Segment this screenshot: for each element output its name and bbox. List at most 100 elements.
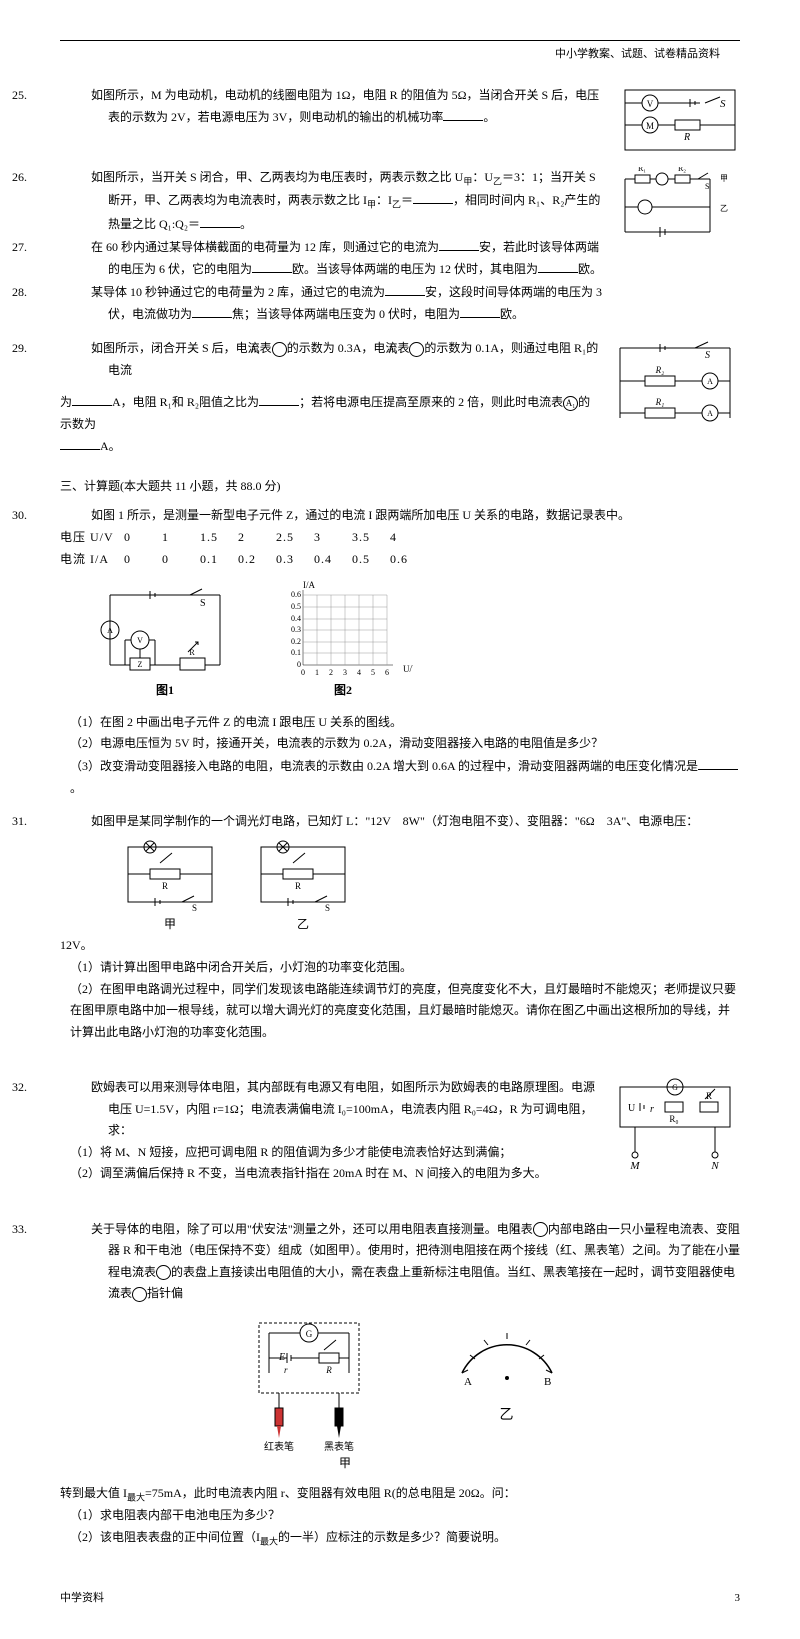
svg-text:U: U xyxy=(628,1103,636,1114)
q33-num: 33. xyxy=(60,1219,88,1241)
q27-blank3 xyxy=(538,258,578,273)
ammeter-a1-icon: A₁ xyxy=(272,342,287,357)
footer-left: 中学资料 xyxy=(60,1589,104,1609)
question-29: S R₂ A R₁ A 29. 如图所示，闭合开关 S 后，电流表A₁的示数为 … xyxy=(60,338,740,458)
svg-text:V: V xyxy=(647,99,654,109)
q30-figure-2: I/A U/V 00.10.20.30.40.50.6 0123456 图2 xyxy=(273,580,413,702)
q27-blank2 xyxy=(252,258,292,273)
svg-text:R: R xyxy=(325,1365,332,1375)
svg-text:0.1: 0.1 xyxy=(291,648,301,657)
q31-p2: （2）在图甲电路调光过程中，同学们发现该电路能连续调节灯的亮度，但亮度变化不大，… xyxy=(70,979,740,1044)
galvanometer-icon: G xyxy=(533,1222,548,1237)
svg-text:U/V: U/V xyxy=(403,664,413,674)
svg-text:R: R xyxy=(295,881,301,891)
svg-text:0.2: 0.2 xyxy=(291,637,301,646)
svg-text:5: 5 xyxy=(371,668,375,677)
q29-blank3 xyxy=(60,435,100,450)
svg-text:S: S xyxy=(200,598,206,609)
svg-text:0: 0 xyxy=(301,668,305,677)
galvanometer-icon-3: G xyxy=(132,1287,147,1302)
svg-text:N: N xyxy=(710,1160,719,1172)
q29-num: 29. xyxy=(60,338,88,360)
svg-text:S: S xyxy=(192,903,197,913)
svg-text:甲: 甲 xyxy=(720,174,728,183)
svg-text:0.4: 0.4 xyxy=(291,614,301,623)
q31-figure-a: R S 甲 xyxy=(120,839,220,936)
svg-text:R₁: R₁ xyxy=(655,397,665,407)
svg-text:2: 2 xyxy=(329,668,333,677)
q25-figure: V S M R xyxy=(620,85,740,155)
svg-text:A: A xyxy=(464,1376,472,1388)
svg-text:A: A xyxy=(107,626,113,635)
q32-figure: G U r R₀ R MN xyxy=(610,1077,740,1172)
question-31: 31. 如图甲是某同学制作的一个调光灯电路，已知灯 L："12V 8W"（灯泡电… xyxy=(60,811,740,1043)
q25-blank xyxy=(443,106,483,121)
footer-right: 3 xyxy=(735,1589,741,1609)
page-footer: 中学资料 3 xyxy=(60,1589,740,1609)
svg-text:6: 6 xyxy=(385,668,389,677)
svg-text:0.3: 0.3 xyxy=(291,625,301,634)
question-30: 30. 如图 1 所示，是测量一新型电子元件 Z，通过的电流 I 跟两端所加电压… xyxy=(60,505,740,799)
q26-num: 26. xyxy=(60,167,88,189)
svg-text:S: S xyxy=(705,350,710,361)
section-3-title: 三、计算题(本大题共 11 小题，共 88.0 分) xyxy=(60,476,740,498)
q31-num: 31. xyxy=(60,811,88,833)
svg-text:R: R xyxy=(683,132,690,143)
svg-text:V: V xyxy=(137,636,143,645)
q30-p3: （3）改变滑动变阻器接入电路的电阻，电流表的示数由 0.2A 增大到 0.6A … xyxy=(70,755,740,799)
galvanometer-icon-2: G xyxy=(156,1265,171,1280)
svg-text:S: S xyxy=(720,98,726,110)
svg-text:M: M xyxy=(646,121,654,131)
ammeter-a1b-icon: A₁ xyxy=(563,396,578,411)
q29-blank1 xyxy=(72,391,112,406)
svg-text:r: r xyxy=(284,1365,288,1375)
svg-text:3: 3 xyxy=(343,668,347,677)
svg-text:1: 1 xyxy=(315,668,319,677)
q32-num: 32. xyxy=(60,1077,88,1099)
q27-blank1 xyxy=(439,236,479,251)
q26-blank1 xyxy=(413,189,453,204)
svg-text:M: M xyxy=(629,1160,640,1172)
svg-text:B: B xyxy=(544,1376,551,1388)
svg-text:G: G xyxy=(672,1083,678,1092)
q28-num: 28. xyxy=(60,282,88,304)
q33-figure-b: AB 乙 xyxy=(442,1313,572,1428)
svg-text:R₂: R₂ xyxy=(678,167,686,173)
svg-text:A: A xyxy=(707,377,713,386)
q30-p1: （1）在图 2 中画出电子元件 Z 的电流 I 跟电压 U 关系的图线。 xyxy=(70,712,740,734)
svg-text:r: r xyxy=(650,1104,654,1115)
q33-p2: （2）该电阻表表盘的正中间位置（I最大的一半）应标注的示数是多少？简要说明。 xyxy=(70,1527,740,1550)
svg-text:G: G xyxy=(305,1329,312,1339)
q30-num: 30. xyxy=(60,505,88,527)
svg-text:R₂: R₂ xyxy=(655,365,665,375)
q28-blank1 xyxy=(385,281,425,296)
q25-num: 25. xyxy=(60,85,88,107)
svg-text:黑表笔: 黑表笔 xyxy=(324,1440,354,1453)
q30-p2: （2）电源电压恒为 5V 时，接通开关，电流表的示数为 0.2A，滑动变阻器接入… xyxy=(70,733,740,755)
svg-text:A: A xyxy=(707,409,713,418)
q31-p1: （1）请计算出图甲电路中闭合开关后，小灯泡的功率变化范围。 xyxy=(70,957,740,979)
q30-row2: 电流 I/A 000.10.20.30.40.50.6 xyxy=(60,549,740,571)
svg-text:R₁: R₁ xyxy=(638,167,646,173)
q28-blank3 xyxy=(460,303,500,318)
q26-blank2 xyxy=(200,213,240,228)
question-26-28: R₁ R₂ 甲 S 乙 26. 如图所示，当开关 S 闭合，甲、乙两表均为电压表… xyxy=(60,167,740,326)
q25-text: 如图所示，M 为电动机，电动机的线圈电阻为 1Ω，电阻 R 的阻值为 5Ω，当闭… xyxy=(91,88,599,125)
ammeter-a2-icon: A₂ xyxy=(409,342,424,357)
svg-text:0.5: 0.5 xyxy=(291,602,301,611)
svg-text:I/A: I/A xyxy=(303,580,315,590)
q31-figure-b: R S 乙 xyxy=(253,839,353,936)
svg-text:S: S xyxy=(705,182,709,191)
svg-text:S: S xyxy=(325,903,330,913)
svg-text:0.6: 0.6 xyxy=(291,590,301,599)
q33-p1: （1）求电阻表内部干电池电压为多少？ xyxy=(70,1505,740,1527)
q30-row1: 电压 U/V 011.522.533.54 xyxy=(60,527,740,549)
svg-text:R₀: R₀ xyxy=(669,1114,678,1124)
svg-text:红表笔: 红表笔 xyxy=(264,1440,294,1453)
svg-text:乙: 乙 xyxy=(720,204,728,213)
q28-blank2 xyxy=(192,303,232,318)
q33-figure-a: G E r R 红表笔 黑表笔 xyxy=(229,1313,389,1453)
q30-figure-1: S A V Z R 图1 xyxy=(100,580,230,702)
q27-num: 27. xyxy=(60,237,88,259)
question-32: G U r R₀ R MN 32. 欧姆表可以用来测导体电阻，其内部既有电源又有… xyxy=(60,1077,740,1185)
